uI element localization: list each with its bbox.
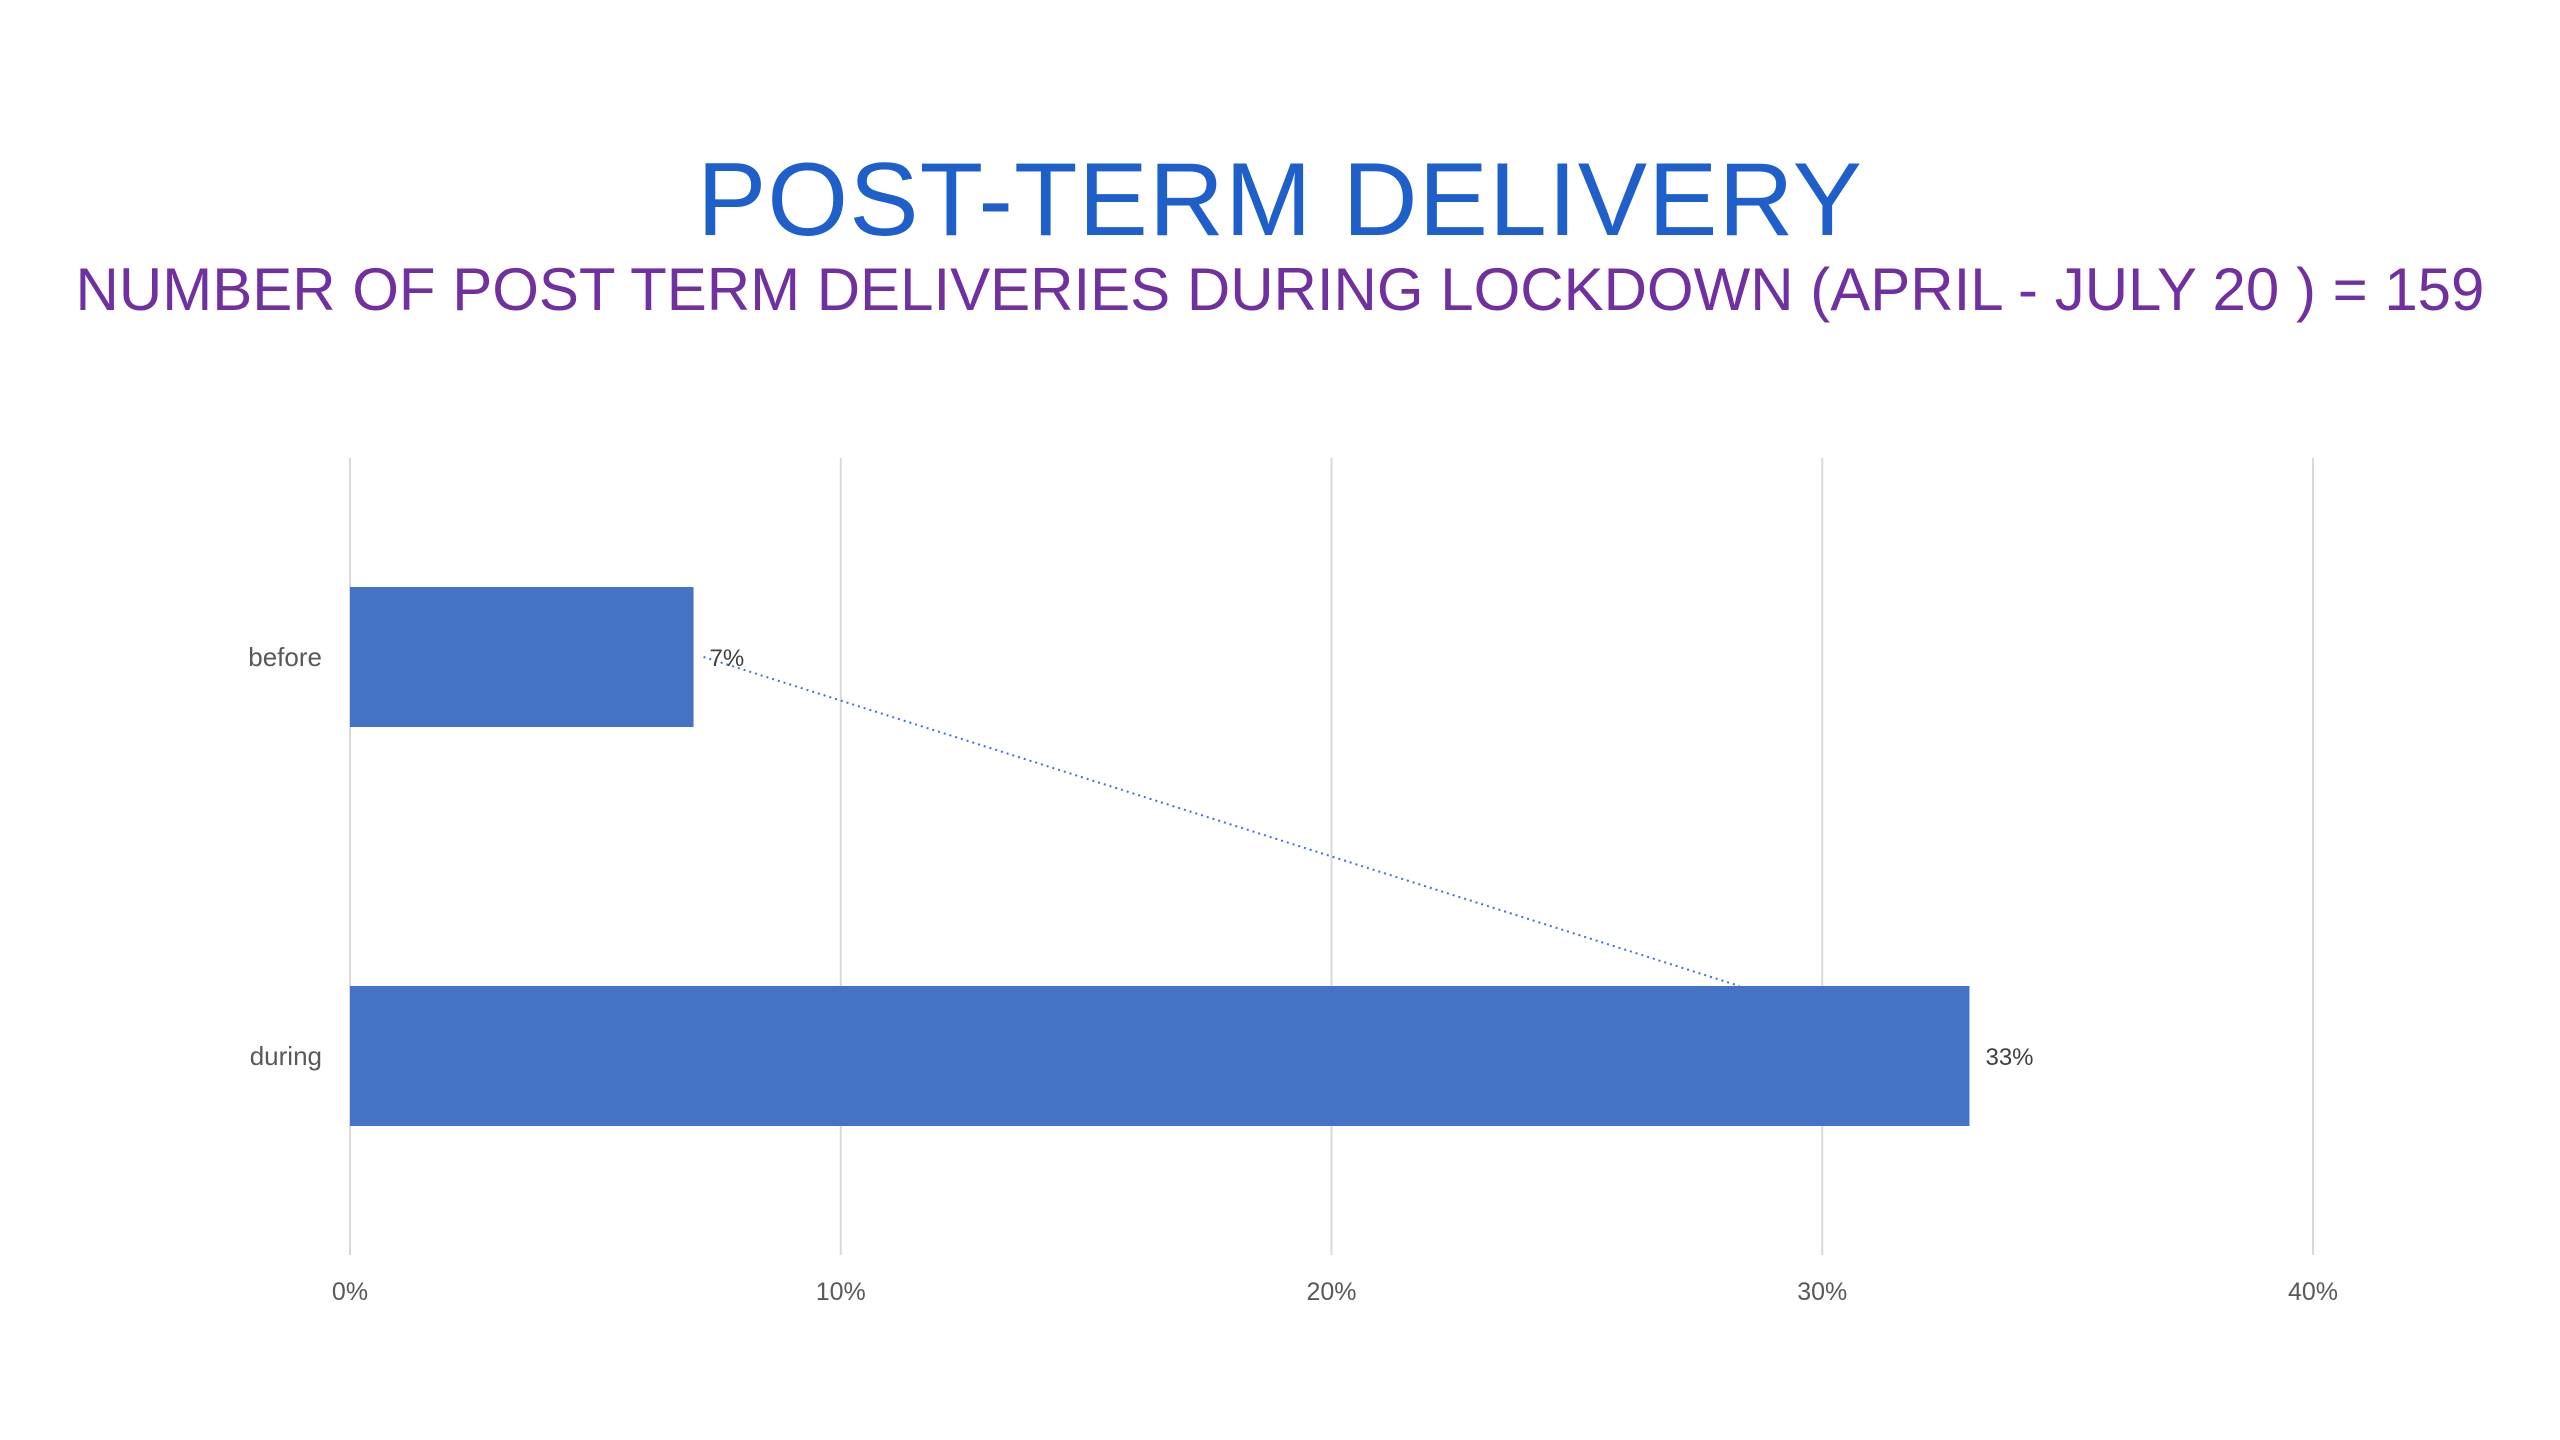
trendline [703, 656, 1740, 987]
x-axis: 0% 10% 20% 30% 40% [332, 1278, 2338, 1306]
data-label: 7% [710, 645, 745, 672]
gridlines [349, 458, 2314, 1255]
category-label: during [250, 1041, 322, 1071]
y-axis: before during [248, 642, 322, 1071]
bar-before [350, 587, 694, 727]
x-tick-label: 10% [816, 1278, 866, 1306]
x-tick-label: 20% [1306, 1278, 1356, 1306]
x-tick-label: 30% [1797, 1278, 1847, 1306]
trendline-layer [703, 656, 1740, 987]
data-label: 33% [1985, 1044, 2033, 1071]
slide-title: POST-TERM DELIVERY [696, 142, 1864, 258]
bar-during [350, 986, 1970, 1126]
x-tick-label: 0% [332, 1278, 368, 1306]
x-tick-label: 40% [2288, 1278, 2338, 1306]
bars [350, 587, 1970, 1126]
data-labels: 7% 33% [710, 645, 2034, 1071]
slide-subtitle: NUMBER OF POST TERM DELIVERIES DURING LO… [75, 256, 2485, 323]
category-label: before [248, 642, 322, 672]
